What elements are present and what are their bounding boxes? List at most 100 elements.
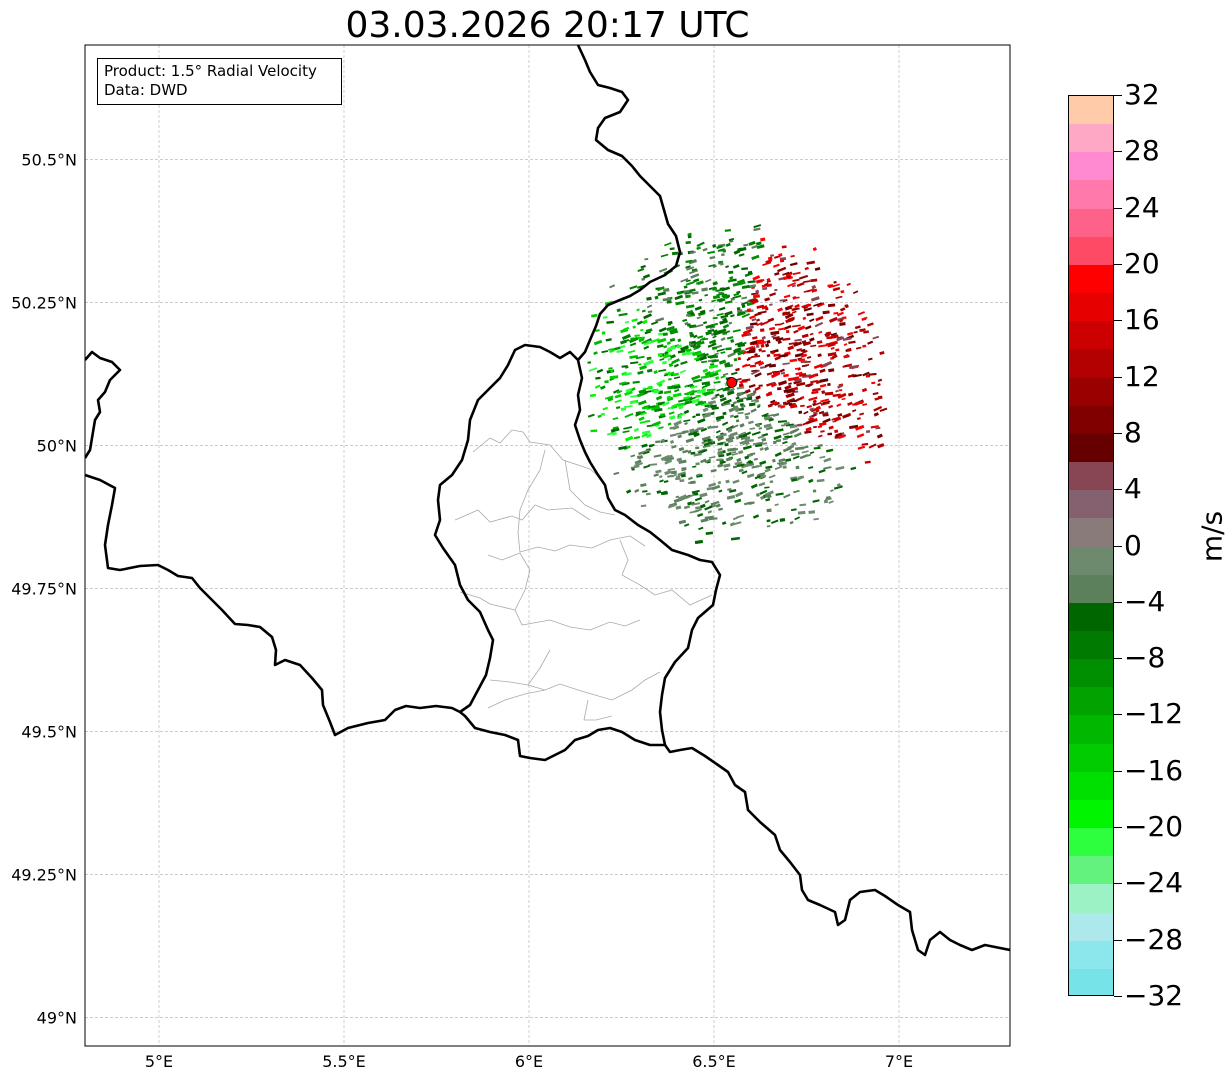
velocity-echo bbox=[804, 325, 812, 330]
velocity-echo bbox=[750, 398, 757, 403]
velocity-echo bbox=[786, 435, 793, 439]
velocity-echo bbox=[669, 337, 676, 342]
radar-site-marker[interactable] bbox=[726, 377, 738, 388]
gridlines bbox=[85, 45, 1010, 1046]
colorbar-tick-label: −20 bbox=[1124, 810, 1184, 844]
velocity-echo bbox=[711, 406, 719, 410]
velocity-echo bbox=[645, 492, 651, 496]
velocity-echo bbox=[712, 264, 717, 269]
velocity-echo bbox=[657, 291, 667, 297]
velocity-echo bbox=[669, 328, 678, 334]
velocity-echo bbox=[809, 332, 814, 336]
velocity-echo bbox=[724, 300, 733, 304]
velocity-echo bbox=[854, 400, 864, 406]
velocity-echo bbox=[719, 394, 725, 399]
velocity-echo bbox=[813, 425, 817, 429]
velocity-echo bbox=[822, 400, 831, 404]
velocity-echo bbox=[853, 331, 858, 334]
velocity-echo bbox=[761, 335, 767, 340]
velocity-echo bbox=[796, 382, 806, 387]
velocity-echo bbox=[657, 426, 664, 430]
velocity-echo bbox=[714, 369, 722, 374]
velocity-echo bbox=[736, 514, 745, 519]
velocity-echo bbox=[710, 500, 720, 506]
velocity-echo bbox=[695, 323, 704, 328]
velocity-echo bbox=[784, 401, 791, 406]
velocity-echo bbox=[764, 468, 771, 473]
velocity-echo bbox=[696, 473, 701, 477]
velocity-echo bbox=[653, 369, 658, 375]
velocity-echo bbox=[811, 388, 817, 392]
velocity-echo bbox=[684, 392, 689, 396]
velocity-echo bbox=[668, 377, 672, 381]
velocity-echo bbox=[754, 475, 761, 480]
velocity-echo bbox=[699, 426, 704, 430]
velocity-echo bbox=[727, 351, 736, 358]
velocity-echo bbox=[712, 316, 718, 320]
velocity-echo bbox=[732, 521, 742, 526]
velocity-echo bbox=[747, 270, 753, 275]
lon-tick-label: 6°E bbox=[515, 1052, 543, 1071]
velocity-echo bbox=[795, 371, 803, 376]
velocity-echo bbox=[747, 349, 756, 354]
lon-tick-label: 5°E bbox=[145, 1052, 173, 1071]
velocity-echo bbox=[736, 307, 741, 311]
velocity-echo bbox=[790, 254, 795, 258]
velocity-echo bbox=[677, 471, 687, 477]
velocity-echo bbox=[604, 395, 614, 400]
velocity-echo bbox=[638, 454, 644, 460]
velocity-echo bbox=[695, 401, 704, 407]
velocity-echo bbox=[730, 339, 735, 343]
velocity-echo bbox=[721, 293, 728, 298]
velocity-echo bbox=[865, 429, 871, 434]
velocity-echo bbox=[863, 330, 870, 334]
velocity-echo bbox=[738, 468, 744, 473]
velocity-echo bbox=[716, 312, 724, 317]
velocity-echo bbox=[635, 355, 645, 360]
velocity-echo bbox=[676, 475, 681, 478]
velocity-echo bbox=[724, 442, 729, 447]
velocity-echo bbox=[642, 490, 648, 493]
velocity-echo bbox=[734, 498, 742, 504]
velocity-echo bbox=[699, 355, 708, 361]
velocity-echo bbox=[766, 277, 771, 283]
velocity-echo bbox=[741, 301, 749, 306]
velocity-echo bbox=[790, 476, 798, 480]
velocity-echo bbox=[701, 435, 711, 441]
velocity-echo bbox=[852, 409, 857, 413]
velocity-echo bbox=[764, 282, 769, 287]
velocity-echo bbox=[664, 469, 672, 476]
velocity-echo bbox=[700, 427, 708, 432]
velocity-echo bbox=[768, 474, 776, 479]
velocity-echo bbox=[692, 334, 698, 339]
velocity-echo bbox=[760, 237, 766, 242]
velocity-echo bbox=[686, 281, 695, 286]
velocity-echo bbox=[707, 510, 713, 514]
velocity-echo bbox=[741, 470, 748, 475]
velocity-echo bbox=[636, 336, 645, 340]
velocity-echo bbox=[818, 410, 825, 415]
velocity-echo bbox=[736, 391, 744, 398]
velocity-echo bbox=[702, 413, 711, 419]
velocity-echo bbox=[787, 282, 797, 288]
velocity-echo bbox=[713, 322, 718, 326]
velocity-echo bbox=[640, 411, 647, 416]
velocity-echo bbox=[638, 416, 645, 422]
velocity-echo bbox=[708, 455, 716, 459]
velocity-echo bbox=[809, 337, 815, 342]
velocity-echo bbox=[703, 441, 713, 447]
velocity-echo bbox=[710, 468, 717, 473]
velocity-echo bbox=[696, 389, 706, 394]
velocity-echo bbox=[734, 341, 743, 346]
velocity-echo bbox=[736, 457, 742, 463]
velocity-echo bbox=[667, 345, 676, 352]
velocity-echo bbox=[794, 352, 805, 358]
velocity-echo bbox=[735, 419, 740, 423]
velocity-echo bbox=[719, 262, 724, 266]
velocity-echo bbox=[687, 232, 692, 237]
velocity-echo bbox=[778, 322, 785, 326]
velocity-echo bbox=[793, 489, 800, 494]
velocity-echo bbox=[719, 460, 726, 465]
velocity-echo bbox=[709, 339, 717, 344]
